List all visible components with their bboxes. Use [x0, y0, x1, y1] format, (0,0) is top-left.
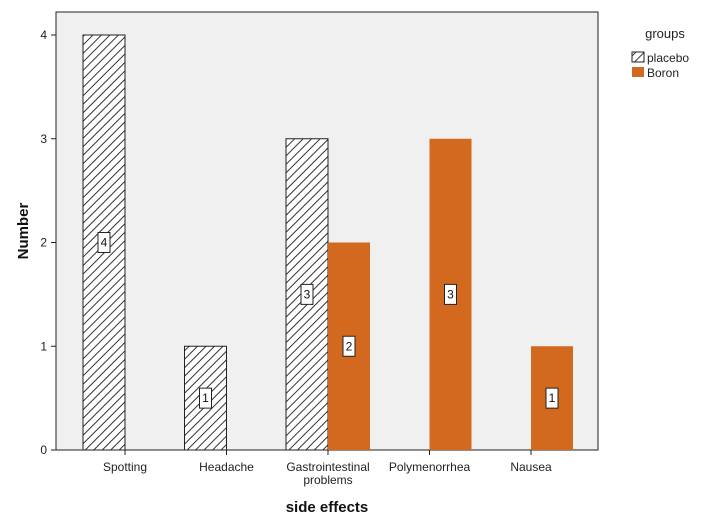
- x-tick-label: Spotting: [103, 460, 147, 474]
- legend-swatch-placebo: [631, 51, 645, 63]
- legend-swatch-boron: [632, 67, 644, 77]
- x-tick-label: Polymenorrhea: [389, 460, 471, 474]
- y-axis-title: Number: [15, 203, 32, 260]
- legend: groups placebo Boron: [631, 26, 689, 80]
- y-tick-label: 2: [40, 236, 47, 250]
- bar-value-labels: 4 1 3 2 3 1: [97, 232, 559, 409]
- x-tick-label: Headache: [199, 460, 254, 474]
- bar-value-label: 1: [549, 391, 556, 405]
- y-axis: 0 1 2 3 4: [40, 28, 56, 457]
- bar-value-box: [97, 232, 111, 253]
- legend-label-boron: Boron: [647, 66, 679, 80]
- x-axis: Spotting Headache Gastrointestinal problems…: [103, 450, 552, 487]
- y-tick-label: 1: [40, 339, 47, 353]
- bar-value-box: [342, 335, 356, 357]
- x-tick-label: Nausea: [510, 460, 552, 474]
- bar-value-label: 3: [447, 287, 454, 301]
- bar-value-label: 4: [101, 236, 108, 250]
- bar-value-label: 3: [304, 287, 311, 301]
- bar-value-label: 2: [346, 339, 353, 353]
- x-tick-label: Gastrointestinal problems: [286, 460, 369, 487]
- bar-value-box: [199, 387, 212, 409]
- bar-value-box: [300, 283, 314, 305]
- bar-value-box: [545, 387, 559, 409]
- y-tick-label: 0: [40, 443, 47, 457]
- bar-value-label: 1: [202, 391, 209, 405]
- legend-label-placebo: placebo: [647, 51, 689, 65]
- x-axis-title: side effects: [286, 499, 369, 516]
- y-tick-label: 3: [40, 132, 47, 146]
- legend-title: groups: [645, 26, 685, 41]
- y-tick-label: 4: [40, 28, 47, 42]
- bar-value-box: [444, 283, 457, 305]
